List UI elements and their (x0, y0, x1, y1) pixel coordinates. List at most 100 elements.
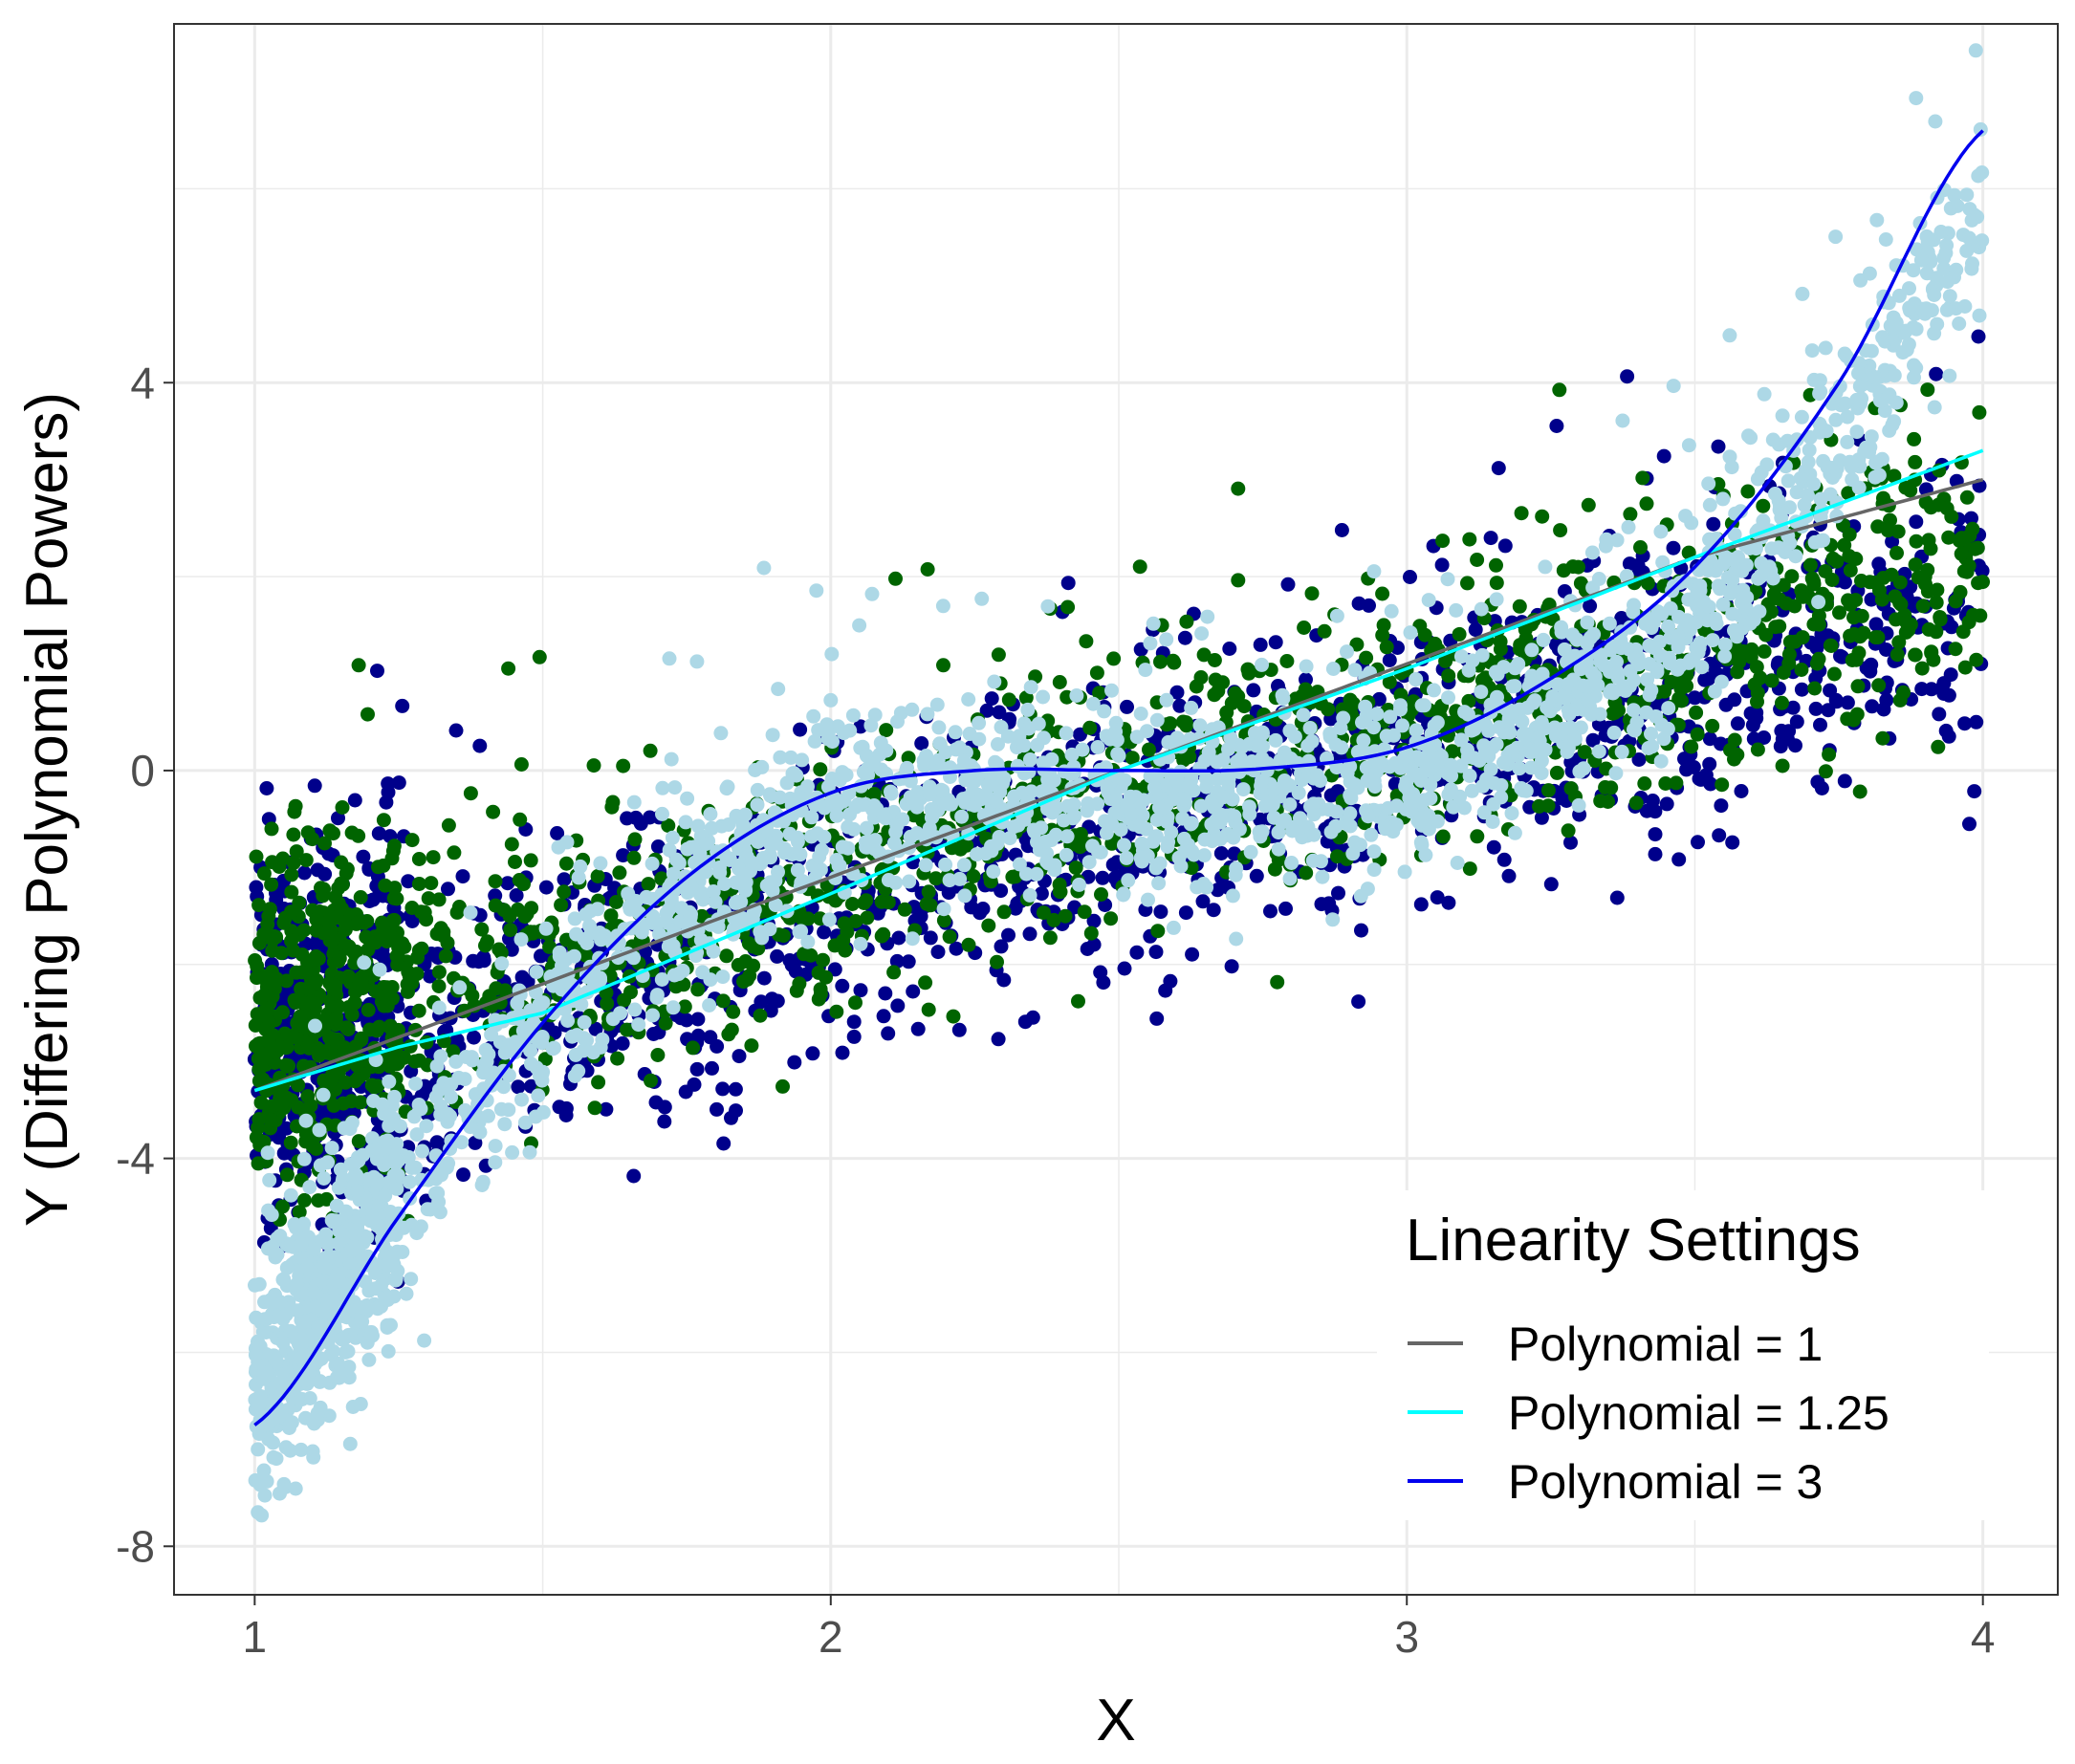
data-point (1421, 593, 1436, 608)
data-point (1117, 838, 1131, 853)
data-point (1825, 551, 1841, 566)
data-point (972, 731, 987, 747)
data-point (860, 910, 875, 926)
data-point (588, 1021, 603, 1036)
data-point (787, 1055, 802, 1070)
data-point (538, 921, 554, 936)
data-point (819, 969, 834, 985)
data-point (1822, 747, 1837, 762)
data-point (1709, 616, 1724, 631)
data-point (1036, 905, 1051, 921)
data-point (1231, 573, 1246, 588)
data-point (716, 1136, 732, 1151)
data-point (1058, 908, 1073, 924)
data-point (1843, 628, 1858, 643)
data-point (577, 1014, 592, 1030)
data-point (715, 1081, 731, 1097)
data-point (1068, 860, 1083, 876)
data-point (1532, 798, 1546, 814)
data-point (689, 1061, 705, 1077)
data-point (465, 988, 480, 1003)
data-point (1679, 679, 1694, 693)
data-point (1684, 739, 1699, 754)
data-point (591, 1075, 606, 1090)
data-point (1017, 1014, 1033, 1030)
data-point (1717, 649, 1733, 664)
data-point (463, 905, 478, 920)
data-point (1789, 714, 1804, 730)
data-point (817, 925, 832, 940)
data-point (1246, 683, 1261, 698)
data-point (1794, 409, 1809, 425)
data-point (756, 970, 772, 986)
data-point (402, 969, 417, 984)
data-point (504, 837, 519, 852)
data-point (991, 647, 1006, 663)
data-point (407, 1054, 423, 1069)
data-point (650, 1048, 666, 1062)
data-point (1584, 545, 1600, 560)
data-point (1781, 647, 1797, 663)
data-point (695, 965, 710, 980)
data-point (1534, 810, 1549, 825)
data-point (325, 931, 340, 947)
data-point (1323, 788, 1339, 803)
data-point (1967, 784, 1982, 799)
data-point (1535, 509, 1550, 524)
data-point (661, 818, 676, 833)
data-point (615, 1035, 630, 1051)
data-point (975, 902, 991, 916)
data-point (1200, 609, 1215, 624)
data-point (1750, 471, 1765, 487)
data-point (1103, 911, 1119, 926)
data-point (1697, 672, 1713, 687)
data-point (1086, 937, 1102, 952)
data-point (1090, 740, 1105, 754)
data-point (488, 874, 503, 889)
data-point (296, 923, 312, 938)
data-point (1623, 507, 1638, 522)
data-point (1490, 666, 1505, 682)
data-point (1507, 825, 1522, 840)
data-point (306, 952, 321, 968)
data-point (1677, 751, 1692, 767)
data-point (1193, 670, 1209, 685)
data-point (1779, 596, 1794, 611)
data-point (736, 974, 751, 990)
data-point (643, 810, 657, 825)
data-point (667, 780, 683, 795)
data-point (1314, 854, 1328, 869)
data-point (452, 980, 468, 995)
data-point (1222, 642, 1237, 656)
data-point (1512, 599, 1527, 614)
data-point (1207, 687, 1222, 703)
data-point (1287, 730, 1302, 745)
data-point (1705, 718, 1720, 733)
data-point (1782, 634, 1798, 649)
data-point (918, 858, 933, 873)
data-point (523, 853, 538, 868)
data-point (431, 965, 447, 980)
data-point (1933, 610, 1948, 624)
data-point (389, 891, 404, 906)
data-point (300, 1039, 316, 1055)
data-point (650, 839, 666, 854)
data-point (1959, 490, 1975, 505)
data-point (532, 649, 547, 664)
data-point (763, 1003, 778, 1018)
data-point (1207, 653, 1222, 667)
data-point (1794, 663, 1809, 677)
data-point (1417, 627, 1432, 642)
data-point (972, 715, 987, 730)
data-point (1007, 789, 1022, 804)
data-point (557, 872, 572, 887)
data-point (1317, 623, 1332, 639)
data-point (705, 1060, 719, 1076)
data-point (256, 866, 272, 882)
data-point (474, 922, 490, 937)
data-point (1976, 575, 1990, 590)
data-point (1284, 856, 1300, 870)
data-point (1279, 654, 1295, 668)
data-point (404, 1161, 420, 1175)
data-point (436, 925, 451, 940)
